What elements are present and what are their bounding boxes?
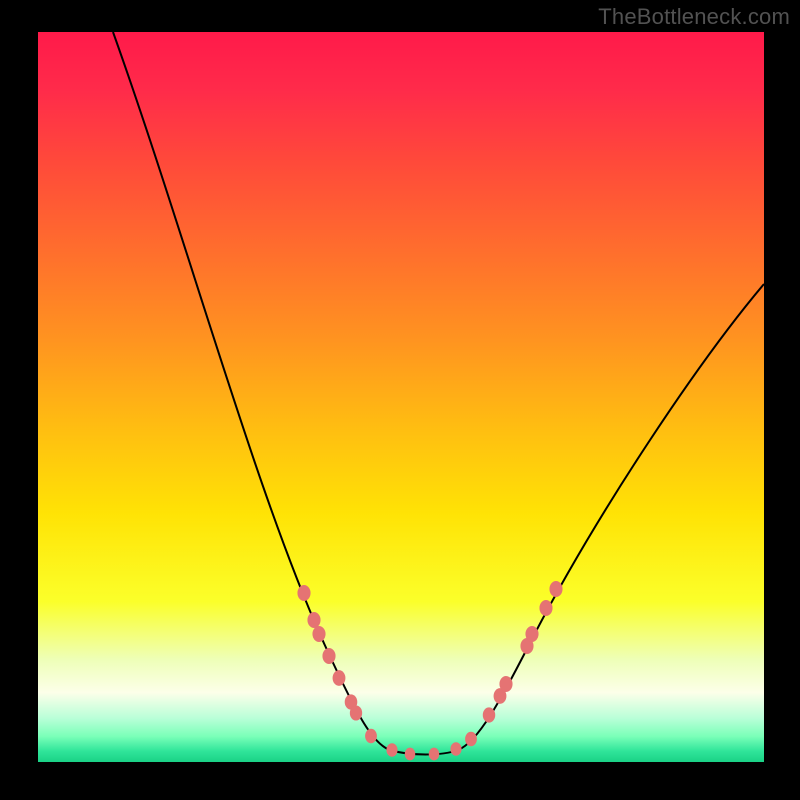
data-marker (549, 581, 562, 597)
data-marker (350, 705, 362, 720)
data-marker (499, 676, 512, 692)
data-marker (429, 748, 439, 761)
data-marker (297, 585, 310, 601)
data-marker (483, 707, 495, 722)
bottleneck-curve (38, 32, 764, 762)
data-marker (312, 626, 325, 642)
data-marker (322, 648, 335, 664)
chart-stage: TheBottleneck.com (0, 0, 800, 800)
data-marker (405, 748, 415, 761)
data-marker (539, 600, 552, 616)
curve-path (113, 32, 764, 755)
plot-area (38, 32, 764, 762)
data-marker (307, 612, 320, 628)
data-marker (365, 729, 377, 743)
data-marker (450, 742, 461, 756)
watermark-text: TheBottleneck.com (598, 4, 790, 30)
data-marker (386, 743, 397, 757)
data-marker (333, 670, 346, 686)
data-marker (465, 732, 477, 746)
data-marker (525, 626, 538, 642)
markers-group (297, 581, 562, 760)
